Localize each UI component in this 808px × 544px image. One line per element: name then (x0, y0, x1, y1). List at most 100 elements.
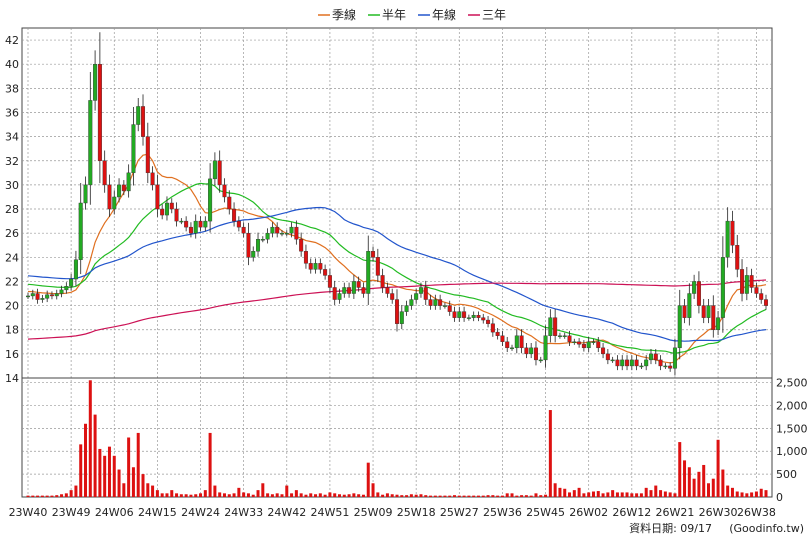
candle-body (188, 226, 193, 234)
price-tick-label: 30 (5, 179, 19, 192)
price-panel: 14 16 18 20 22 24 26 28 30 32 34 36 38 40 42 (5, 27, 773, 497)
volume-bar (702, 464, 706, 497)
candle-body (538, 359, 543, 362)
volume-bar (730, 487, 734, 497)
price-tick-label: 20 (5, 300, 19, 313)
candle-body (289, 226, 294, 234)
volume-bar (328, 492, 332, 497)
volume-bar (361, 494, 365, 497)
volume-bar (591, 491, 595, 497)
candle-body (466, 317, 471, 319)
candle-body (179, 220, 184, 223)
volume-bar (721, 469, 725, 497)
volume-bar (491, 495, 495, 497)
volume-bar (60, 494, 64, 497)
volume-bar (237, 487, 241, 497)
candle-body (208, 178, 213, 222)
candle-body (351, 281, 356, 294)
candle-body (740, 269, 745, 294)
candle-body (337, 293, 342, 300)
volume-bar (572, 490, 576, 497)
volume-bar (36, 495, 40, 497)
candle-body (299, 239, 304, 252)
volume-bar (568, 492, 572, 497)
volume-tick-label: 1,000 (776, 445, 808, 458)
volume-bar (261, 483, 265, 497)
price-tick-label: 42 (5, 34, 19, 47)
volume-bar (251, 494, 255, 497)
volume-bar (246, 493, 250, 497)
candle-body (112, 196, 117, 210)
volume-bar (352, 493, 356, 497)
candle-body (687, 293, 692, 318)
volume-bar (683, 460, 687, 497)
volume-bar (496, 495, 500, 497)
x-tick-label: 24W51 (310, 506, 349, 519)
candle-body (567, 335, 572, 342)
candle-body (452, 311, 457, 318)
candle-body (145, 136, 150, 174)
candle-body (371, 251, 376, 258)
volume-bar (462, 495, 466, 497)
candle-body (428, 299, 433, 306)
candle-body (49, 294, 54, 297)
volume-bar (222, 493, 226, 497)
candle-body (270, 226, 275, 234)
candle-body (174, 208, 179, 222)
candle-body (327, 275, 332, 288)
candle-body (361, 287, 366, 294)
x-tick-label: 24W33 (224, 506, 263, 519)
candle-body (164, 202, 169, 216)
volume-tick-label: 500 (776, 468, 797, 481)
volume-bar (630, 493, 634, 497)
candle-body (505, 341, 510, 349)
candle-body (543, 335, 548, 361)
volume-bar (79, 444, 83, 497)
volume-bar (64, 493, 68, 497)
volume-bar (706, 483, 710, 497)
price-tick-label: 28 (5, 203, 19, 216)
volume-bar (136, 432, 140, 497)
volume-bar (596, 491, 600, 497)
price-tick-label: 16 (5, 348, 19, 361)
candle-body (395, 299, 400, 324)
volume-bar (476, 495, 480, 497)
candle-body (764, 299, 769, 306)
x-tick-label: 24W06 (95, 506, 134, 519)
x-tick-label: 25W45 (526, 506, 565, 519)
candle-body (610, 359, 615, 362)
volume-bar (663, 491, 667, 497)
price-tick-label: 14 (5, 372, 19, 385)
volume-bar (510, 493, 514, 497)
volume-bar (309, 493, 313, 497)
volume-bar (208, 432, 212, 497)
volume-bar (112, 455, 116, 497)
candle-body (126, 172, 131, 192)
candle-body (184, 220, 189, 228)
volume-bar (395, 494, 399, 497)
candle-body (414, 293, 419, 300)
candle-body (69, 278, 74, 287)
volume-bar (45, 495, 49, 497)
volume-bar (740, 492, 744, 497)
candle-body (663, 365, 668, 368)
candle-body (150, 172, 155, 186)
candle-body (735, 245, 740, 270)
volume-bar (524, 495, 528, 497)
candle-body (557, 335, 562, 337)
candle-body (232, 208, 237, 222)
candle-body (658, 359, 663, 367)
price-tick-label: 22 (5, 275, 19, 288)
candle-body (303, 251, 308, 264)
volume-bar (467, 495, 471, 497)
candle-body (251, 251, 256, 258)
candle-body (519, 335, 524, 349)
volume-bar (131, 467, 135, 497)
volume-bar (31, 495, 35, 497)
volume-tick-label: 1,500 (776, 422, 808, 435)
candle-body (720, 257, 725, 318)
candle-body (97, 64, 102, 161)
volume-bar (424, 495, 428, 497)
candle-body (514, 335, 519, 349)
candle-body (591, 341, 596, 343)
